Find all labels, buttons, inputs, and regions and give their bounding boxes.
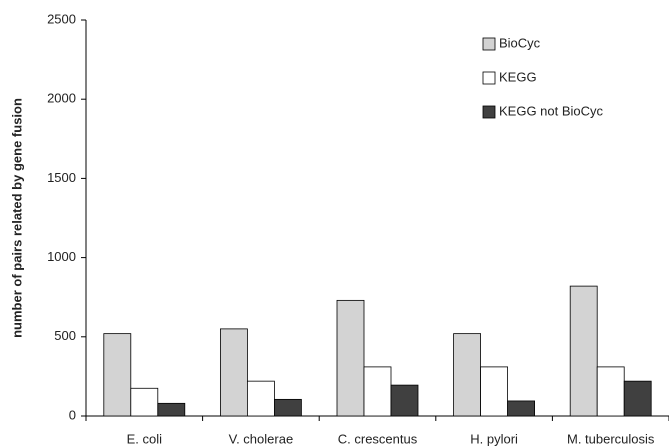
y-tick-label: 1500 — [47, 170, 76, 185]
x-tick-label: C. crescentus — [338, 431, 418, 446]
y-tick-label: 2000 — [47, 91, 76, 106]
bar — [130, 387, 159, 417]
y-tick-label: 0 — [69, 407, 76, 422]
bar — [336, 299, 365, 417]
bar — [273, 398, 302, 417]
x-tick-label: H. pylori — [470, 431, 518, 446]
legend-label: KEGG — [499, 69, 537, 84]
y-tick-label: 2500 — [47, 11, 76, 26]
bar — [157, 402, 186, 417]
y-tick-label: 1000 — [47, 249, 76, 264]
x-tick-label: E. coli — [127, 431, 163, 446]
bar — [246, 380, 275, 417]
legend-label: BioCyc — [499, 35, 541, 50]
bar — [453, 333, 482, 417]
y-axis-label: number of pairs related by gene fusion — [9, 98, 24, 338]
x-tick-label: V. cholerae — [229, 431, 294, 446]
bar — [623, 380, 652, 417]
bar — [219, 328, 248, 417]
legend-swatch — [482, 71, 496, 85]
x-tick-label: M. tuberculosis — [567, 431, 655, 446]
legend-swatch — [482, 37, 496, 51]
bar — [363, 366, 392, 417]
bar — [103, 333, 132, 417]
y-tick-label: 500 — [54, 328, 76, 343]
bar — [596, 366, 625, 417]
legend-swatch — [482, 105, 496, 119]
bar — [569, 285, 598, 417]
bar — [507, 400, 536, 417]
bar — [480, 366, 509, 417]
legend-label: KEGG not BioCyc — [499, 103, 604, 118]
bar — [390, 384, 419, 417]
